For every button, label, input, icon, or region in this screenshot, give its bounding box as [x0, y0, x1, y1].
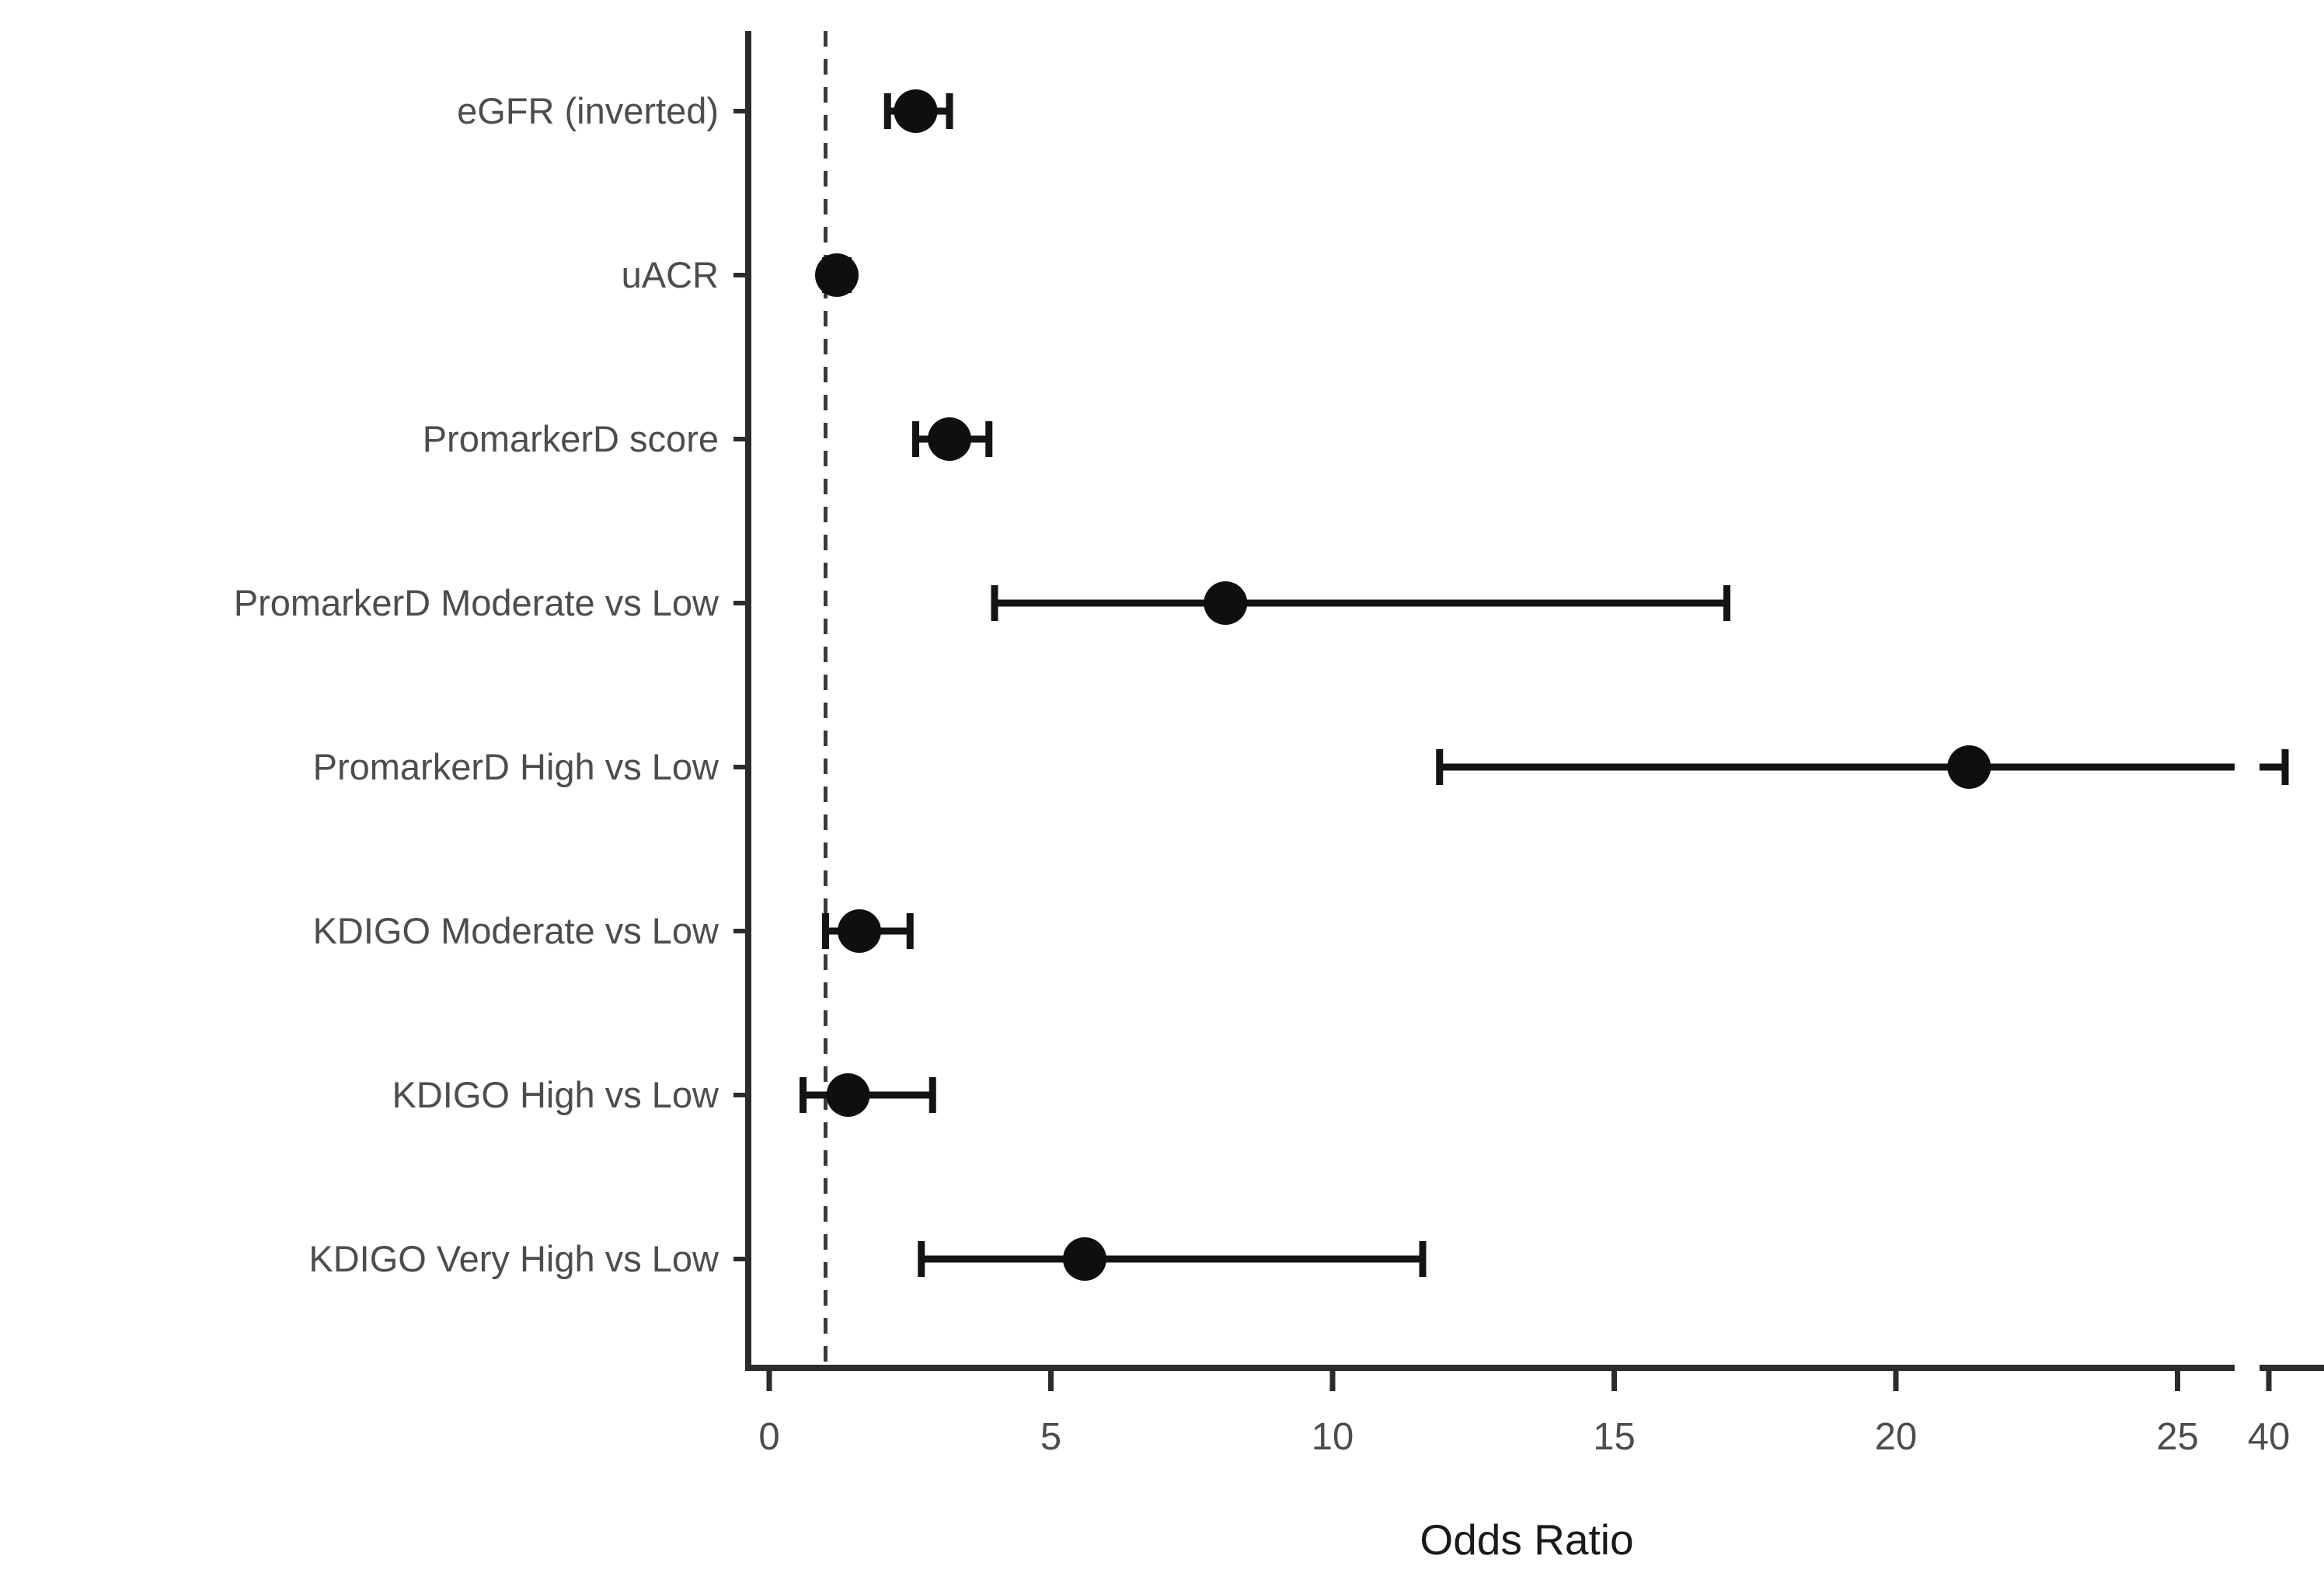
row-label: eGFR (inverted)	[457, 90, 719, 131]
or-point	[1063, 1237, 1106, 1281]
x-tick-label: 40	[2248, 1416, 2291, 1458]
or-point	[928, 417, 971, 461]
row-label: PromarkerD Moderate vs Low	[234, 582, 719, 623]
x-tick-label: 10	[1312, 1416, 1354, 1458]
x-tick-label: 0	[758, 1416, 779, 1458]
row-label: PromarkerD score	[423, 418, 719, 459]
x-tick-label: 25	[2156, 1416, 2199, 1458]
or-point	[1947, 745, 1991, 789]
x-tick-label: 15	[1593, 1416, 1636, 1458]
row-label: KDIGO High vs Low	[392, 1074, 719, 1115]
or-point	[826, 1073, 870, 1117]
or-point	[815, 253, 859, 297]
x-tick-label: 5	[1040, 1416, 1061, 1458]
row-label: uACR	[622, 254, 719, 295]
or-point	[838, 909, 881, 953]
x-tick-label: 20	[1875, 1416, 1918, 1458]
or-point	[1204, 581, 1248, 625]
row-label: KDIGO Very High vs Low	[308, 1238, 719, 1279]
row-label: PromarkerD High vs Low	[313, 746, 719, 787]
or-point	[894, 89, 938, 133]
plot-root: 0 5 10 15 20 25 40 eGFR (inverted) uACR Promarker…	[234, 31, 2324, 1458]
x-axis-title: Odds Ratio	[1420, 1515, 1633, 1564]
row-label: KDIGO Moderate vs Low	[313, 910, 719, 951]
